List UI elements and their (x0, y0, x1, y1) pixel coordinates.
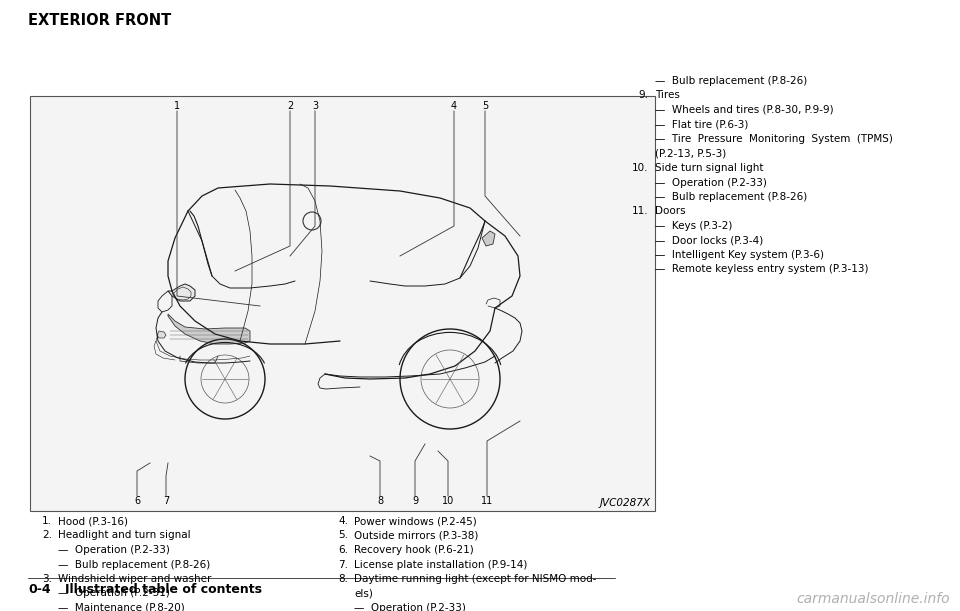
Text: —  Operation (P.2-33): — Operation (P.2-33) (58, 545, 170, 555)
Text: Daytime running light (except for NISMO mod-: Daytime running light (except for NISMO … (354, 574, 596, 584)
Text: 7: 7 (163, 496, 169, 506)
Text: Doors: Doors (655, 207, 685, 216)
Text: —  Intelligent Key system (P.3-6): — Intelligent Key system (P.3-6) (655, 250, 824, 260)
Text: —  Operation (P.2-33): — Operation (P.2-33) (655, 178, 767, 188)
Text: 8: 8 (377, 496, 383, 506)
Text: 6: 6 (134, 496, 140, 506)
Text: —  Maintenance (P.8-20): — Maintenance (P.8-20) (58, 603, 184, 611)
Text: —  Keys (P.3-2): — Keys (P.3-2) (655, 221, 732, 231)
Text: Hood (P.3-16): Hood (P.3-16) (58, 516, 128, 526)
Text: Side turn signal light: Side turn signal light (655, 163, 763, 173)
Text: 3: 3 (312, 101, 318, 111)
Text: 2.: 2. (42, 530, 52, 541)
Text: —  Remote keyless entry system (P.3-13): — Remote keyless entry system (P.3-13) (655, 265, 869, 274)
Text: 1: 1 (174, 101, 180, 111)
Text: Illustrated table of contents: Illustrated table of contents (65, 583, 262, 596)
Text: 10.: 10. (632, 163, 648, 173)
Text: —  Operation (P.2-33): — Operation (P.2-33) (354, 603, 466, 611)
Text: —  Operation (P.2-31): — Operation (P.2-31) (58, 588, 170, 599)
Text: 7.: 7. (338, 560, 348, 569)
Text: els): els) (354, 588, 372, 599)
Text: 5.: 5. (338, 530, 348, 541)
Text: 5: 5 (482, 101, 488, 111)
Text: EXTERIOR FRONT: EXTERIOR FRONT (28, 13, 171, 28)
Text: carmanualsonline.info: carmanualsonline.info (797, 592, 950, 606)
Text: 3.: 3. (42, 574, 52, 584)
Text: 8.: 8. (338, 574, 348, 584)
Text: 4: 4 (451, 101, 457, 111)
Polygon shape (168, 284, 195, 301)
Text: Recovery hook (P.6-21): Recovery hook (P.6-21) (354, 545, 473, 555)
Text: 6.: 6. (338, 545, 348, 555)
Polygon shape (482, 231, 495, 246)
Text: —  Wheels and tires (P.8-30, P.9-9): — Wheels and tires (P.8-30, P.9-9) (655, 105, 833, 115)
Text: 2: 2 (287, 101, 293, 111)
Text: 11.: 11. (632, 207, 648, 216)
Text: 0-4: 0-4 (28, 583, 51, 596)
Bar (30, 96, 655, 511)
Text: 10: 10 (442, 496, 454, 506)
Text: Headlight and turn signal: Headlight and turn signal (58, 530, 191, 541)
Text: 9: 9 (412, 496, 418, 506)
Text: —  Bulb replacement (P.8-26): — Bulb replacement (P.8-26) (655, 76, 807, 86)
Text: —  Bulb replacement (P.8-26): — Bulb replacement (P.8-26) (655, 192, 807, 202)
Polygon shape (157, 331, 166, 338)
Text: Outside mirrors (P.3-38): Outside mirrors (P.3-38) (354, 530, 478, 541)
Text: (P.2-13, P.5-3): (P.2-13, P.5-3) (655, 148, 727, 158)
Text: Windshield wiper and washer: Windshield wiper and washer (58, 574, 211, 584)
Text: —  Flat tire (P.6-3): — Flat tire (P.6-3) (655, 120, 749, 130)
Text: 1.: 1. (42, 516, 52, 526)
Text: 4.: 4. (338, 516, 348, 526)
Text: —  Tire  Pressure  Monitoring  System  (TPMS): — Tire Pressure Monitoring System (TPMS) (655, 134, 893, 144)
Text: 9.: 9. (638, 90, 648, 100)
Text: —  Door locks (P.3-4): — Door locks (P.3-4) (655, 235, 763, 246)
Text: JVC0287X: JVC0287X (600, 498, 651, 508)
Polygon shape (168, 314, 250, 344)
Text: Power windows (P.2-45): Power windows (P.2-45) (354, 516, 477, 526)
Text: License plate installation (P.9-14): License plate installation (P.9-14) (354, 560, 527, 569)
Text: 11: 11 (481, 496, 493, 506)
Text: —  Bulb replacement (P.8-26): — Bulb replacement (P.8-26) (58, 560, 210, 569)
Text: Tires: Tires (655, 90, 680, 100)
